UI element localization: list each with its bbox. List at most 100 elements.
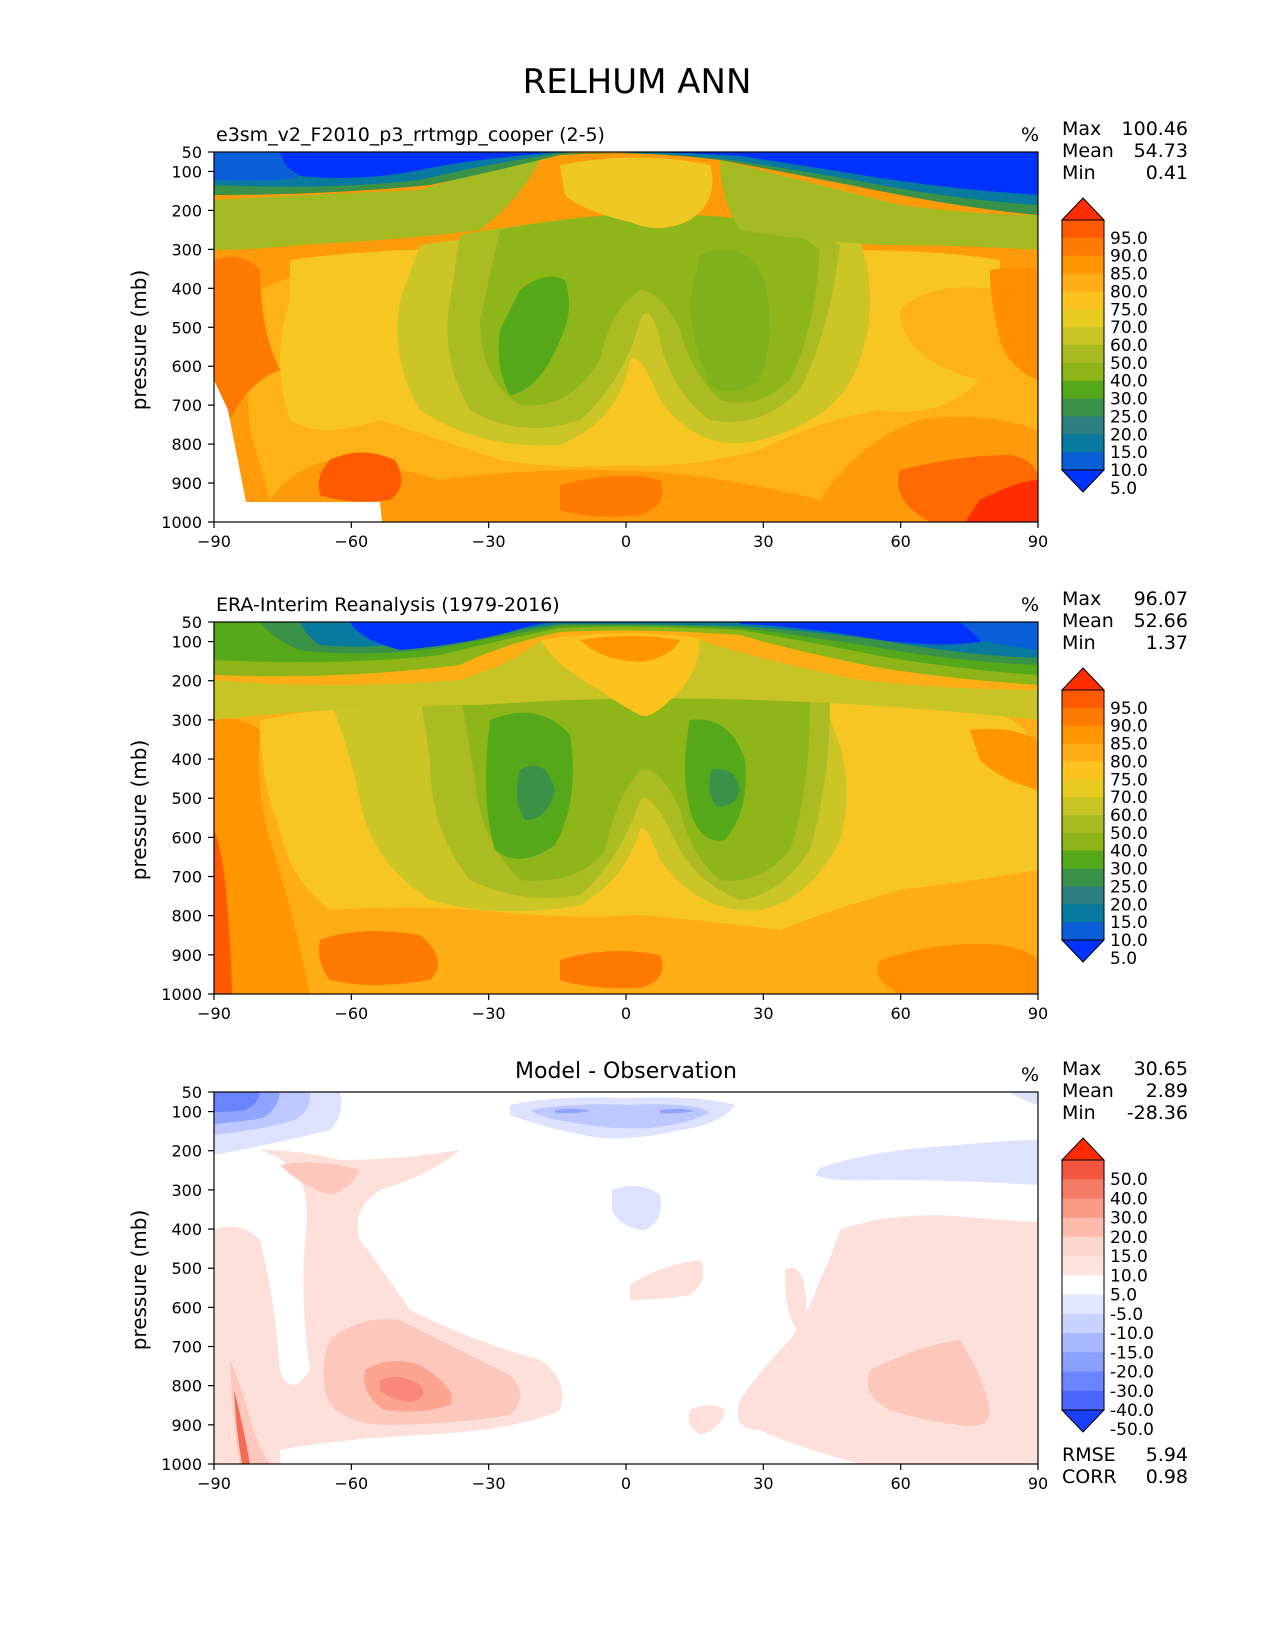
colorbar-label: -15.0 (1110, 1343, 1154, 1363)
colorbar-band (1062, 1333, 1104, 1353)
panel-title: ERA-Interim Reanalysis (1979-2016) (216, 594, 560, 616)
colorbar-label: 30.0 (1110, 860, 1148, 880)
colorbar-band (1062, 434, 1104, 453)
colorbar-label: 75.0 (1110, 770, 1148, 790)
y-axis-label: pressure (mb) (127, 740, 151, 881)
colorbar-band (1062, 452, 1104, 471)
stat-mean-label: Mean (1062, 610, 1114, 632)
colorbar-band (1062, 725, 1104, 745)
diff-pos-10-upper (280, 1162, 360, 1195)
diff-pos-5-ridge (785, 1267, 807, 1335)
y-tick-label: 800 (171, 1377, 202, 1396)
colorbar-band (1062, 1294, 1104, 1315)
colorbar-label: 95.0 (1110, 229, 1148, 249)
contour-band-85-right (970, 728, 1038, 790)
stat-min-value: 1.37 (1146, 632, 1188, 654)
colorbar-label: -5.0 (1110, 1305, 1143, 1325)
x-tick-label: 0 (621, 532, 631, 551)
contour-band-85-left (214, 718, 310, 994)
contour-band-85-left (214, 256, 280, 420)
y-tick-label: 1000 (161, 985, 202, 1004)
x-tick-label: −90 (197, 1474, 231, 1493)
x-tick-label: 30 (753, 1474, 773, 1493)
colorbar-band (1062, 707, 1104, 727)
colorbar-label: -50.0 (1110, 1420, 1154, 1440)
colorbar-band (1062, 1160, 1104, 1180)
diff-neg-15-top-l (555, 1108, 590, 1114)
diff-neg-5-right (815, 1140, 1038, 1185)
colorbar-band (1062, 362, 1104, 382)
y-tick-label: 800 (171, 907, 202, 926)
panel-difference: Model - Observation % Max 30.65 Mean 2.8… (127, 1058, 1188, 1493)
colorbar-band (1062, 743, 1104, 762)
contour-band-5 (280, 152, 1038, 195)
colorbar-band (1062, 345, 1104, 364)
colorbar-label: 40.0 (1110, 1189, 1148, 1209)
colorbar-label: 25.0 (1110, 877, 1148, 897)
x-tick-label: −60 (334, 532, 368, 551)
colorbar: 50.040.030.020.015.010.05.0-5.0-10.0-15.… (1060, 1137, 1154, 1440)
stat-mean-label: Mean (1062, 140, 1114, 162)
stat-min-value: -28.36 (1127, 1102, 1188, 1124)
x-tick-label: −30 (472, 532, 506, 551)
units-label: % (1021, 594, 1039, 616)
x-tick-label: −30 (472, 1004, 506, 1023)
y-tick-label: 400 (171, 279, 202, 298)
colorbar-band (1062, 832, 1104, 852)
colorbar-band (1062, 380, 1104, 400)
colorbar-label: 20.0 (1110, 1228, 1148, 1248)
colorbar-band (1062, 309, 1104, 328)
colorbar-extend-min (1060, 469, 1106, 493)
x-tick-label: 90 (1028, 532, 1048, 551)
colorbar: 95.090.085.080.075.070.060.050.040.030.0… (1060, 667, 1148, 969)
y-tick-label: 700 (171, 868, 202, 887)
y-tick-label: 500 (171, 318, 202, 337)
y-tick-label: 600 (171, 828, 202, 847)
figure-title: RELHUM ANN (523, 62, 752, 102)
contour-band-90-bottom-c (560, 476, 663, 517)
y-tick-label: 600 (171, 357, 202, 376)
stat-min-label: Min (1062, 632, 1096, 654)
x-tick-label: −90 (197, 532, 231, 551)
x-tick-label: 60 (890, 1004, 910, 1023)
missing-data-mask (214, 380, 382, 522)
y-tick-label: 50 (182, 1083, 202, 1102)
stat-min-label: Min (1062, 1102, 1096, 1124)
y-tick-label: 500 (171, 1259, 202, 1278)
contour-band-85-bottom-c (560, 951, 663, 989)
x-axis: −90 −60 −30 0 30 60 90 (197, 994, 1048, 1023)
colorbar-band (1062, 868, 1104, 887)
diff-pos-sw-corner-strong (234, 1390, 250, 1464)
colorbar-label: 10.0 (1110, 931, 1148, 951)
contour-band-5 (350, 622, 1038, 650)
colorbar-band (1062, 1179, 1104, 1199)
x-tick-label: 90 (1028, 1004, 1048, 1023)
x-axis: −90 −60 −30 0 30 60 90 (197, 522, 1048, 551)
colorbar-label: 5.0 (1110, 479, 1137, 499)
colorbar-label: 15.0 (1110, 1247, 1148, 1267)
contour-band-95-corner (965, 480, 1038, 522)
stat-corr-value: 0.98 (1146, 1466, 1188, 1488)
diff-neg-20-topleft (214, 1092, 260, 1112)
y-tick-label: 200 (171, 1142, 202, 1161)
y-axis-label: pressure (mb) (127, 270, 151, 411)
colorbar-label: 85.0 (1110, 265, 1148, 285)
colorbar-label: 10.0 (1110, 1266, 1148, 1286)
y-tick-label: 900 (171, 946, 202, 965)
y-tick-label: 800 (171, 435, 202, 454)
colorbar-label: 75.0 (1110, 300, 1148, 320)
contour-band-85-bottom-r (877, 944, 1038, 994)
y-tick-label: 300 (171, 1181, 202, 1200)
contour-band-5-left (214, 152, 300, 181)
colorbar-extend-max (1060, 1137, 1106, 1161)
colorbar-band (1062, 220, 1104, 239)
colorbar-label: 15.0 (1110, 443, 1148, 463)
colorbar-band (1062, 922, 1104, 941)
colorbar-label: -20.0 (1110, 1363, 1154, 1383)
colorbar-label: 15.0 (1110, 913, 1148, 933)
colorbar-label: 90.0 (1110, 717, 1148, 737)
diff-pos-10-right (867, 1340, 990, 1426)
colorbar-label: 80.0 (1110, 282, 1148, 302)
